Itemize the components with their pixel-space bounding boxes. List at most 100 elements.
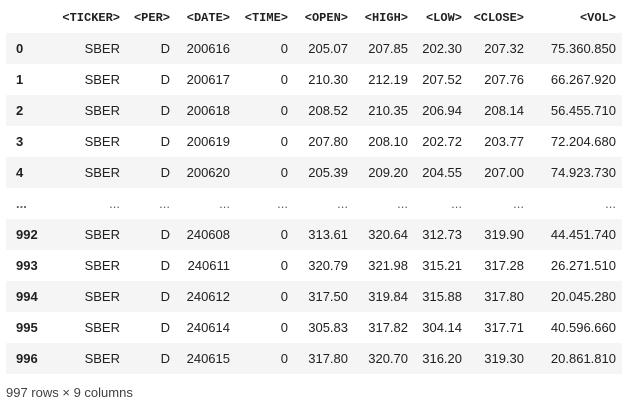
header-row: <TICKER> <PER> <DATE> <TIME> <OPEN> <HIG… (6, 3, 622, 33)
column-header: <TIME> (244, 11, 288, 25)
table-cell: D (160, 134, 170, 149)
table-cell: 209.20 (368, 165, 408, 180)
table-cell: ... (513, 196, 524, 211)
table-cell: 200620 (186, 165, 230, 180)
table-cell: 210.30 (308, 72, 348, 87)
table-row: 994 SBER D 240612 0 317.50 319.84 315.88 317.80 2… (6, 281, 622, 312)
row-index: 1 (16, 72, 24, 87)
table-cell: 212.19 (368, 72, 408, 87)
table-cell: 72.204.680 (550, 134, 616, 149)
table-cell: D (160, 351, 170, 366)
row-index: 995 (16, 320, 38, 335)
table-cell: 320.79 (308, 258, 348, 273)
table-cell: 204.55 (422, 165, 462, 180)
table-cell: 317.71 (484, 320, 524, 335)
table-cell: 0 (280, 351, 288, 366)
table-cell: ... (109, 196, 120, 211)
table-row: 995 SBER D 240614 0 305.83 317.82 304.14 317.71 4… (6, 312, 622, 343)
table-cell: SBER (84, 103, 120, 118)
table-cell: ... (605, 196, 616, 211)
table-cell: D (160, 103, 170, 118)
table-cell: 0 (280, 72, 288, 87)
table-cell: 312.73 (422, 227, 462, 242)
table-cell: 319.90 (484, 227, 524, 242)
table-cell: 200618 (186, 103, 230, 118)
table-cell: SBER (84, 258, 120, 273)
table-cell: 203.77 (484, 134, 524, 149)
row-index: 3 (16, 134, 24, 149)
table-cell: 205.39 (308, 165, 348, 180)
dataframe-shape-label: 997 rows × 9 columns (6, 385, 133, 400)
table-cell: 0 (280, 165, 288, 180)
column-header: <DATE> (186, 11, 230, 25)
table-cell: 305.83 (308, 320, 348, 335)
table-cell: SBER (84, 165, 120, 180)
table-cell: D (160, 258, 170, 273)
table-cell: 210.35 (368, 103, 408, 118)
table-cell: D (160, 72, 170, 87)
table-cell: ... (219, 196, 230, 211)
table-row: 996 SBER D 240615 0 317.80 320.70 316.20 319.30 2… (6, 343, 622, 374)
table-cell: 207.85 (368, 41, 408, 56)
table-cell: SBER (84, 289, 120, 304)
table-cell: D (160, 227, 170, 242)
table-cell: 74.923.730 (550, 165, 616, 180)
table-cell: 315.21 (422, 258, 462, 273)
table-cell: SBER (84, 351, 120, 366)
table-cell: 240611 (187, 258, 230, 273)
table-cell: 205.07 (308, 41, 348, 56)
table-cell: 206.94 (422, 103, 462, 118)
table-cell: 317.28 (484, 258, 524, 273)
table-cell: 20.045.280 (550, 289, 616, 304)
column-header: <PER> (133, 11, 170, 25)
table-cell: 240614 (186, 320, 230, 335)
table-cell: 202.72 (422, 134, 462, 149)
table-cell: 75.360.850 (550, 41, 616, 56)
table-cell: 0 (280, 320, 288, 335)
column-header: <HIGH> (364, 11, 408, 25)
table-cell: SBER (84, 320, 120, 335)
table-cell: 317.80 (484, 289, 524, 304)
table-cell: 240612 (186, 289, 230, 304)
row-index: 4 (16, 165, 24, 180)
table-cell: 26.271.510 (550, 258, 616, 273)
table-cell: 0 (280, 289, 288, 304)
table-cell: 0 (280, 258, 288, 273)
table-cell: 207.32 (484, 41, 524, 56)
table-cell: 40.596.660 (550, 320, 616, 335)
table-row: 3 SBER D 200619 0 207.80 208.10 202.72 203.77 72.… (6, 126, 622, 157)
table-row: 993 SBER D 240611 0 320.79 321.98 315.21 317.28 2… (6, 250, 622, 281)
column-header: <OPEN> (304, 11, 348, 25)
table-cell: 202.30 (422, 41, 462, 56)
table-cell: 313.61 (308, 227, 348, 242)
row-index: ... (16, 196, 27, 211)
table-cell: 0 (280, 227, 288, 242)
table-cell: 316.20 (422, 351, 462, 366)
table-cell: 0 (280, 103, 288, 118)
table-cell: SBER (84, 134, 120, 149)
table-cell: SBER (84, 227, 120, 242)
table-cell: ... (159, 196, 170, 211)
table-cell: 317.80 (308, 351, 348, 366)
table-cell: 56.455.710 (550, 103, 616, 118)
table-cell: 208.14 (484, 103, 524, 118)
row-index: 0 (16, 41, 24, 56)
table-cell: 319.84 (368, 289, 408, 304)
table-cell: D (160, 289, 170, 304)
table-row: 1 SBER D 200617 0 210.30 212.19 207.52 207.76 66.… (6, 64, 622, 95)
table-cell: D (160, 41, 170, 56)
table-cell: D (160, 165, 170, 180)
table-cell: SBER (84, 72, 120, 87)
table-cell: 0 (280, 134, 288, 149)
table-cell: SBER (84, 41, 120, 56)
table-header: <TICKER> <PER> <DATE> <TIME> <OPEN> <HIG… (6, 3, 622, 33)
table-cell: 304.14 (422, 320, 462, 335)
column-header: <CLOSE> (473, 11, 524, 25)
table-cell: 200617 (186, 72, 230, 87)
column-header: <VOL> (579, 11, 616, 25)
table-cell: 320.64 (368, 227, 408, 242)
table-cell: 321.98 (368, 258, 408, 273)
column-header: <LOW> (425, 11, 462, 25)
table-cell: 240615 (186, 351, 230, 366)
